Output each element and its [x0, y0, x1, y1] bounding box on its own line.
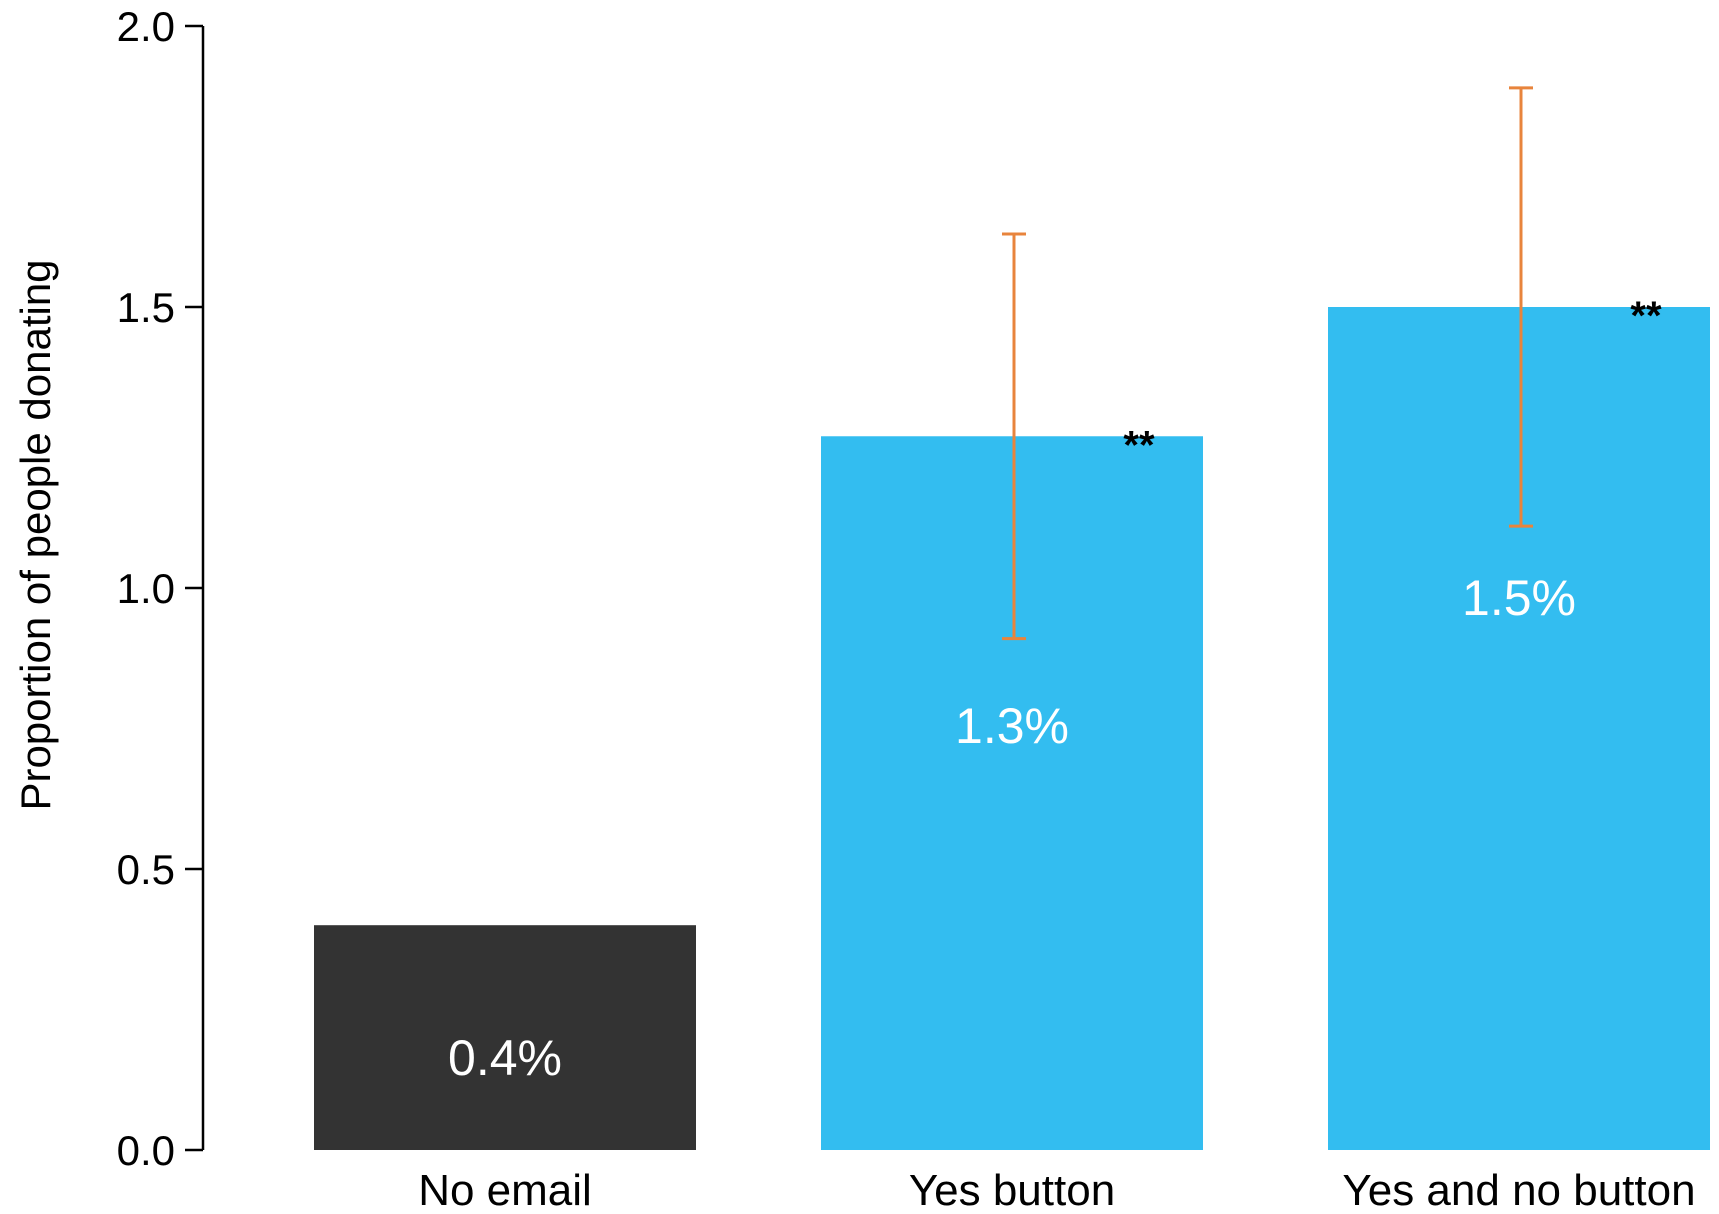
- y-axis-label: Proportion of people donating: [12, 259, 59, 810]
- bar-0: [314, 925, 696, 1150]
- y-axis: 0.0 0.5 1.0 1.5 2.0: [117, 3, 205, 1174]
- error-bars: [1002, 86, 1533, 641]
- category-label-0: No email: [418, 1166, 592, 1214]
- value-label-1: 1.3%: [955, 698, 1069, 754]
- y-tick-label-4: 2.0: [117, 3, 175, 50]
- value-label-2: 1.5%: [1462, 570, 1576, 626]
- bars: [314, 307, 1710, 1150]
- category-label-2: Yes and no button: [1342, 1166, 1695, 1214]
- error-bar-2: [1509, 86, 1533, 528]
- significance-label-2: **: [1630, 294, 1662, 338]
- error-bar-1: [1002, 232, 1026, 641]
- category-label-1: Yes button: [909, 1166, 1115, 1214]
- value-label-0: 0.4%: [448, 1030, 562, 1086]
- y-tick-label-2: 1.0: [117, 565, 175, 612]
- y-tick-label-0: 0.0: [117, 1127, 175, 1174]
- y-tick-label-3: 1.5: [117, 284, 175, 331]
- y-tick-label-1: 0.5: [117, 846, 175, 893]
- labels: 0.4% No email 1.3% Yes button ** 1.5% Yes and …: [418, 294, 1695, 1214]
- significance-label-1: **: [1123, 423, 1155, 467]
- bar-2: [1328, 307, 1710, 1150]
- bar-1: [821, 436, 1203, 1150]
